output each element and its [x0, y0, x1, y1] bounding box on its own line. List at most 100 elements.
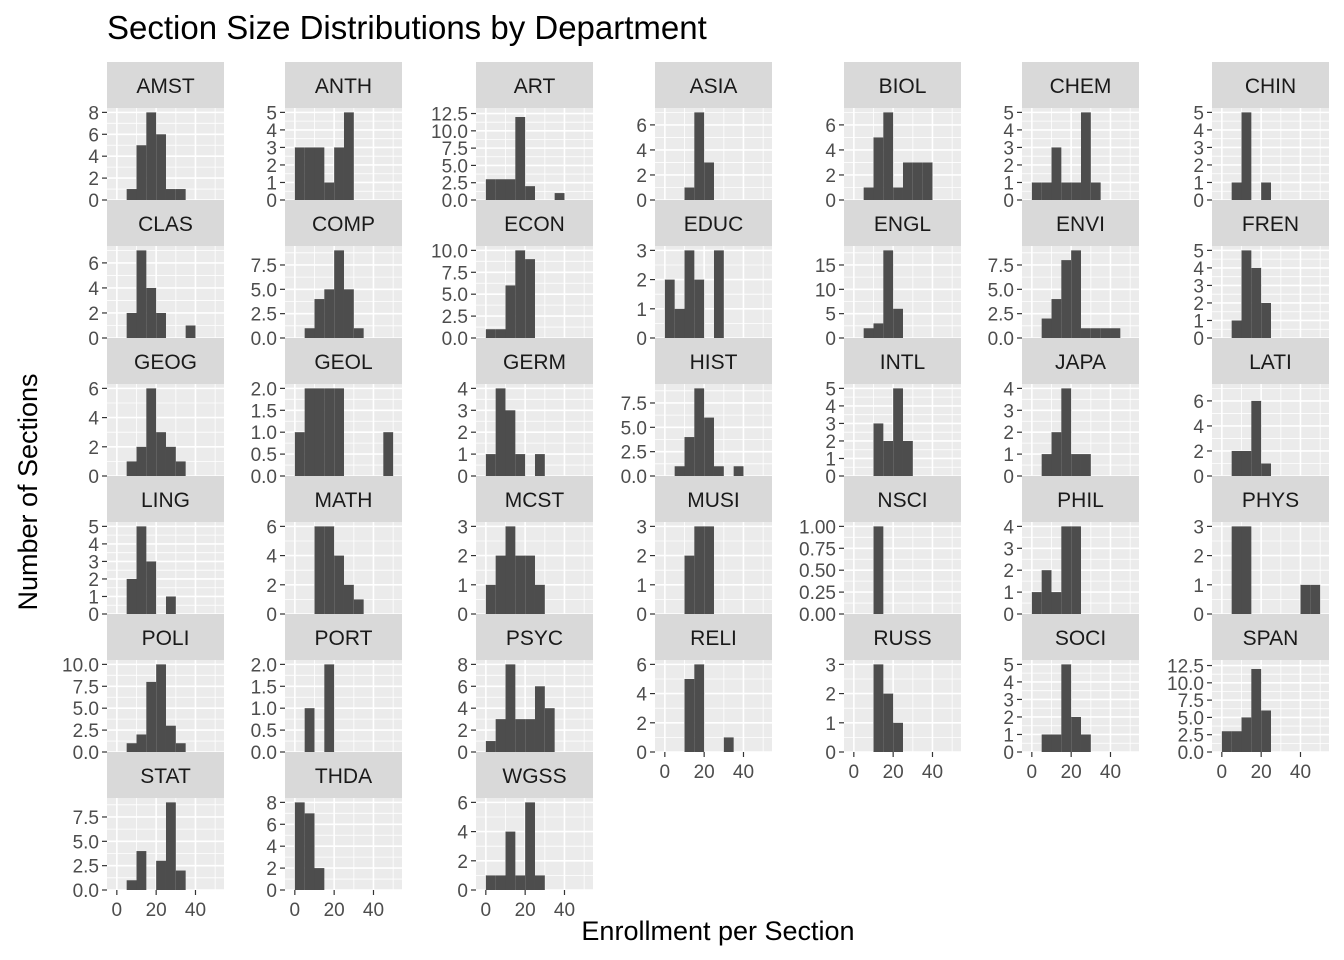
- facet-math: MATH 0 2 4 6: [266, 476, 402, 626]
- histogram-bar: [1241, 450, 1252, 476]
- histogram-bar: [334, 388, 344, 476]
- histogram-bar: [1071, 454, 1081, 476]
- histogram-bar: [902, 162, 913, 200]
- y-tick-label: 2.5: [1178, 726, 1204, 747]
- y-tick-label: 6: [825, 116, 836, 137]
- facet-strip-label: RUSS: [873, 627, 931, 650]
- histogram-bar: [1061, 388, 1072, 476]
- facet-strip: [844, 200, 961, 246]
- histogram-bar: [185, 325, 196, 338]
- histogram-bar: [165, 596, 176, 614]
- facet-asia: ASIA 0 2 4 6: [636, 62, 772, 212]
- histogram-bar: [156, 134, 166, 200]
- facet-biol: BIOL 0 2 4 6: [825, 62, 961, 212]
- histogram-bar: [694, 388, 705, 476]
- facet-strip: [107, 62, 224, 108]
- histogram-bar: [723, 737, 734, 752]
- y-tick-label: 12.5: [1167, 657, 1204, 678]
- y-tick-label: 3: [266, 138, 277, 159]
- y-tick-label: 4: [1003, 379, 1014, 400]
- y-tick-label: 5.0: [73, 699, 99, 720]
- y-tick-label: 4: [636, 141, 647, 162]
- histogram-bar: [165, 189, 176, 200]
- facet-geol: GEOL 0.00.51.01.52.0: [251, 338, 402, 488]
- histogram-bar: [515, 116, 526, 200]
- y-tick-label: 3: [1193, 517, 1204, 538]
- histogram-bar: [873, 423, 884, 476]
- y-tick-label: 0: [88, 191, 99, 212]
- y-tick-label: 3: [1003, 401, 1014, 422]
- facet-strip: [285, 614, 402, 660]
- facet-strip-label: PHIL: [1057, 489, 1104, 512]
- y-tick-label: 12.5: [431, 105, 468, 126]
- y-tick-label: 4: [457, 379, 468, 400]
- y-tick-label: 5: [825, 379, 836, 400]
- y-tick-label: 5.0: [442, 156, 468, 177]
- x-tick-label: 0: [290, 900, 301, 921]
- histogram-bar: [324, 526, 335, 614]
- y-tick-label: 0.0: [251, 329, 277, 350]
- histogram-bar: [324, 289, 335, 338]
- y-tick-label: 1.0: [251, 699, 277, 720]
- y-tick-label: 0.50: [799, 561, 836, 582]
- histogram-bar: [485, 329, 496, 338]
- y-tick-label: 1: [636, 576, 647, 597]
- histogram-bar: [1261, 710, 1271, 752]
- facet-strip: [107, 338, 224, 384]
- histogram-bar: [893, 187, 903, 200]
- histogram-bar: [873, 323, 884, 338]
- panel-background: [107, 522, 224, 614]
- histogram-bar: [136, 526, 147, 614]
- histogram-bar: [304, 388, 315, 476]
- facet-strip-label: CLAS: [138, 213, 193, 236]
- facet-strip: [1212, 476, 1329, 522]
- histogram-bar: [515, 719, 526, 752]
- facet-hist: HIST 0.0 2.5 5.0 7.5: [621, 338, 772, 488]
- histogram-bar: [165, 802, 176, 890]
- facet-strip-label: BIOL: [879, 75, 927, 98]
- y-tick-label: 1.5: [251, 401, 277, 422]
- panel-background: [655, 660, 772, 752]
- y-tick-label: 0.0: [1178, 743, 1204, 764]
- y-tick-label: 1: [825, 449, 836, 470]
- facet-econ: ECON 0.02.55.07.510.0: [431, 200, 593, 350]
- y-tick-label: 2: [1003, 561, 1014, 582]
- y-tick-label: 2: [1193, 156, 1204, 177]
- histogram-bar: [324, 182, 335, 200]
- histogram-bar: [505, 179, 516, 200]
- histogram-bar: [694, 664, 705, 752]
- histogram-bar: [156, 312, 166, 338]
- histogram-bar: [1041, 318, 1052, 338]
- facet-strip-label: ASIA: [690, 75, 738, 98]
- histogram-bar: [156, 860, 166, 890]
- y-tick-label: 1.0: [251, 423, 277, 444]
- histogram-bar: [883, 250, 894, 338]
- histogram-bar: [495, 875, 506, 890]
- facet-wgss: WGSS 0 2 4 6 0 20 40: [457, 752, 593, 921]
- x-tick-label: 40: [1100, 762, 1121, 783]
- y-tick-label: 0: [88, 605, 99, 626]
- histogram-bar: [554, 193, 565, 200]
- histogram-bar: [1041, 570, 1052, 614]
- histogram-bar: [485, 741, 496, 752]
- y-tick-label: 0: [1193, 191, 1204, 212]
- histogram-bar: [694, 279, 705, 338]
- histogram-bar: [515, 454, 526, 476]
- histogram-bar: [1041, 182, 1052, 200]
- y-tick-label: 4: [266, 547, 277, 568]
- facet-russ: RUSS 0 1 2 3 0 20 40: [825, 614, 961, 783]
- histogram-bar: [175, 870, 186, 890]
- histogram-bar: [694, 112, 705, 200]
- histogram-bar: [343, 584, 354, 614]
- facet-strip-label: NSCI: [877, 489, 927, 512]
- y-tick-label: 6: [88, 254, 99, 275]
- y-tick-label: 2.5: [442, 174, 468, 195]
- histogram-bar: [304, 328, 315, 338]
- histogram-bar: [1041, 454, 1052, 476]
- y-tick-label: 5.0: [442, 285, 468, 306]
- chart-title: Section Size Distributions by Department: [107, 9, 707, 46]
- y-tick-label: 6: [88, 379, 99, 400]
